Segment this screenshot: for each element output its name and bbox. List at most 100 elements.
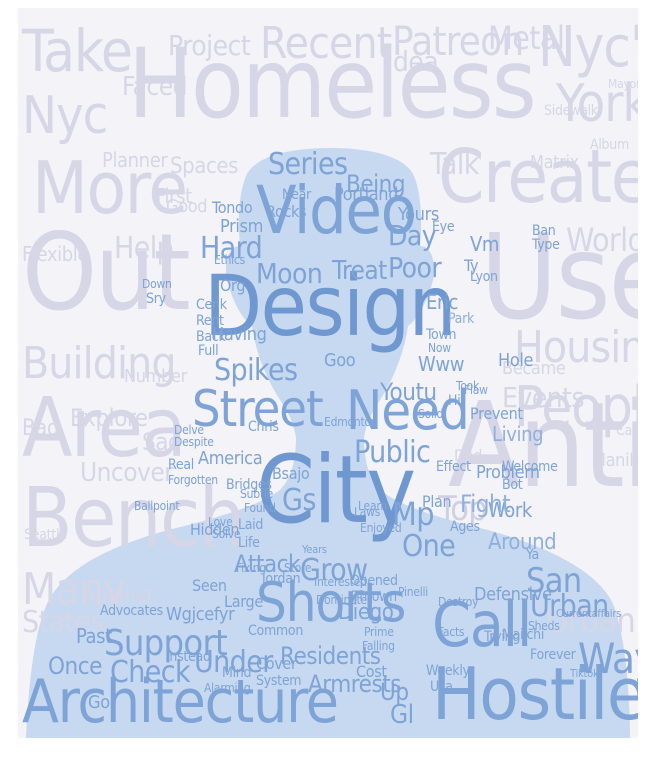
word-cost: Cost (356, 662, 387, 681)
word-building: Building (22, 338, 176, 389)
word-forever: Forever (530, 647, 576, 663)
word-bridges: Bridges (226, 477, 272, 493)
word-tondo: Tondo (212, 198, 253, 217)
word-prime: Prime (364, 625, 394, 639)
word-people: People (514, 375, 638, 440)
word-falling: Falling (362, 639, 395, 653)
word-america: America (198, 448, 263, 469)
word-hostile: Hostile (432, 652, 638, 736)
word-bench: Bench (22, 471, 246, 566)
word-go: Go (88, 692, 110, 713)
word-currentaffairs: Currentaffairs (556, 607, 622, 620)
word-one: One (402, 529, 456, 564)
word-treat: Treat (332, 256, 387, 286)
word-living-fg: Living (492, 422, 544, 446)
word-welcome: Welcome (502, 459, 558, 475)
word-hit: Hit (448, 393, 466, 409)
word-advocates: Advocates (100, 603, 163, 619)
word-wgjcefyr: Wgjcefyr (166, 604, 235, 625)
word-laws: Laws (354, 505, 381, 519)
word-spikes: Spikes (214, 353, 298, 388)
word-near: Near (282, 187, 311, 203)
word-took: Took (456, 379, 480, 393)
word-idea: Idea (386, 45, 439, 78)
word-album: Album (590, 137, 629, 153)
word-way: Way (578, 634, 638, 683)
word-area: Area (22, 381, 187, 476)
word-rent: Rent (196, 313, 224, 329)
word-now: Now (428, 341, 451, 355)
word-lyon: Lyon (470, 269, 498, 285)
word-mind: Mind (222, 665, 252, 681)
person-silhouette (26, 148, 630, 738)
word-hole-fg: Hole (498, 350, 534, 371)
word-large: Large (224, 592, 263, 611)
word-events: Events (502, 381, 584, 414)
word-portland: Portland (334, 184, 399, 205)
word-forgotten: Forgotten (168, 473, 218, 487)
word-ty: Ty (464, 256, 479, 275)
word-years: Years (302, 543, 327, 556)
word-chris: Chris (248, 419, 279, 435)
word-sry: Sry (146, 291, 166, 307)
word-under: Under (194, 645, 273, 680)
word-effect: Effect (436, 459, 471, 475)
word-sheds: Sheds (528, 619, 560, 633)
word-san: San (526, 561, 582, 601)
word-weekly: Weekly (426, 663, 470, 679)
word-laid: Laid (238, 517, 264, 533)
word-having: Having (212, 324, 267, 345)
word-architecture: Architecture (22, 667, 339, 737)
word-states: States (22, 605, 105, 640)
word-org: Org (220, 276, 246, 295)
word-trying: Trying (484, 629, 521, 645)
word-defensive: Defensive (474, 584, 552, 605)
word-explore: Explore (70, 404, 148, 432)
word-learn: Learn (358, 499, 387, 513)
word-once: Once (48, 652, 102, 680)
word-around-fg: Around (488, 530, 557, 555)
word-moon: Moon (256, 257, 323, 290)
word-love: Love (208, 515, 233, 529)
word-rocks: Rocks (266, 202, 307, 221)
word-day: Day (388, 219, 437, 252)
word-shorts: Shorts (256, 571, 406, 634)
word-eye: Eye (432, 219, 455, 235)
word-back: Back (196, 329, 226, 345)
word-real: Real (168, 457, 194, 473)
word-work: Work (488, 498, 532, 522)
word-hidden: Hidden (190, 520, 240, 539)
word-bad: Bad (22, 416, 59, 441)
word-manila: Manila (592, 450, 638, 471)
word-system: System (256, 673, 302, 689)
word-york: York (556, 74, 638, 134)
word-use: Use (480, 208, 638, 346)
word-housing: Housing (514, 322, 638, 373)
word-up: Up (380, 678, 409, 706)
word-call: Call (432, 588, 532, 661)
word-gl: Gl (390, 700, 414, 730)
word-town: Town (426, 327, 457, 343)
word-out: Out (22, 211, 191, 334)
word-mayor: Mayor (608, 77, 638, 91)
word-fight-fg: Fight (460, 490, 511, 518)
word-ballpoint: Ballpoint (134, 499, 180, 513)
word-street: Street (192, 380, 324, 438)
word-usa: Usa (430, 679, 453, 695)
word-check: Check (110, 655, 191, 690)
word-sidewalk: Sidewalk (544, 103, 598, 119)
word-grow: Grow (300, 553, 368, 588)
word-sad: Sad (142, 428, 182, 456)
word-against: Against (82, 584, 154, 609)
word-hard: Hard (200, 231, 263, 266)
word-flexible: Flexible (22, 242, 89, 266)
word-prism: Prism (220, 216, 264, 237)
word-enjoyed: Enjoyed (360, 521, 402, 535)
word-down: Down (142, 277, 172, 291)
word-destroy: Destroy (438, 595, 479, 609)
word-uncover: Uncover (80, 458, 174, 488)
word-goo: Goo (324, 350, 356, 371)
word-top: Top (438, 489, 488, 529)
word-prevent: Prevent (470, 404, 523, 423)
word-type: Type (532, 237, 560, 253)
